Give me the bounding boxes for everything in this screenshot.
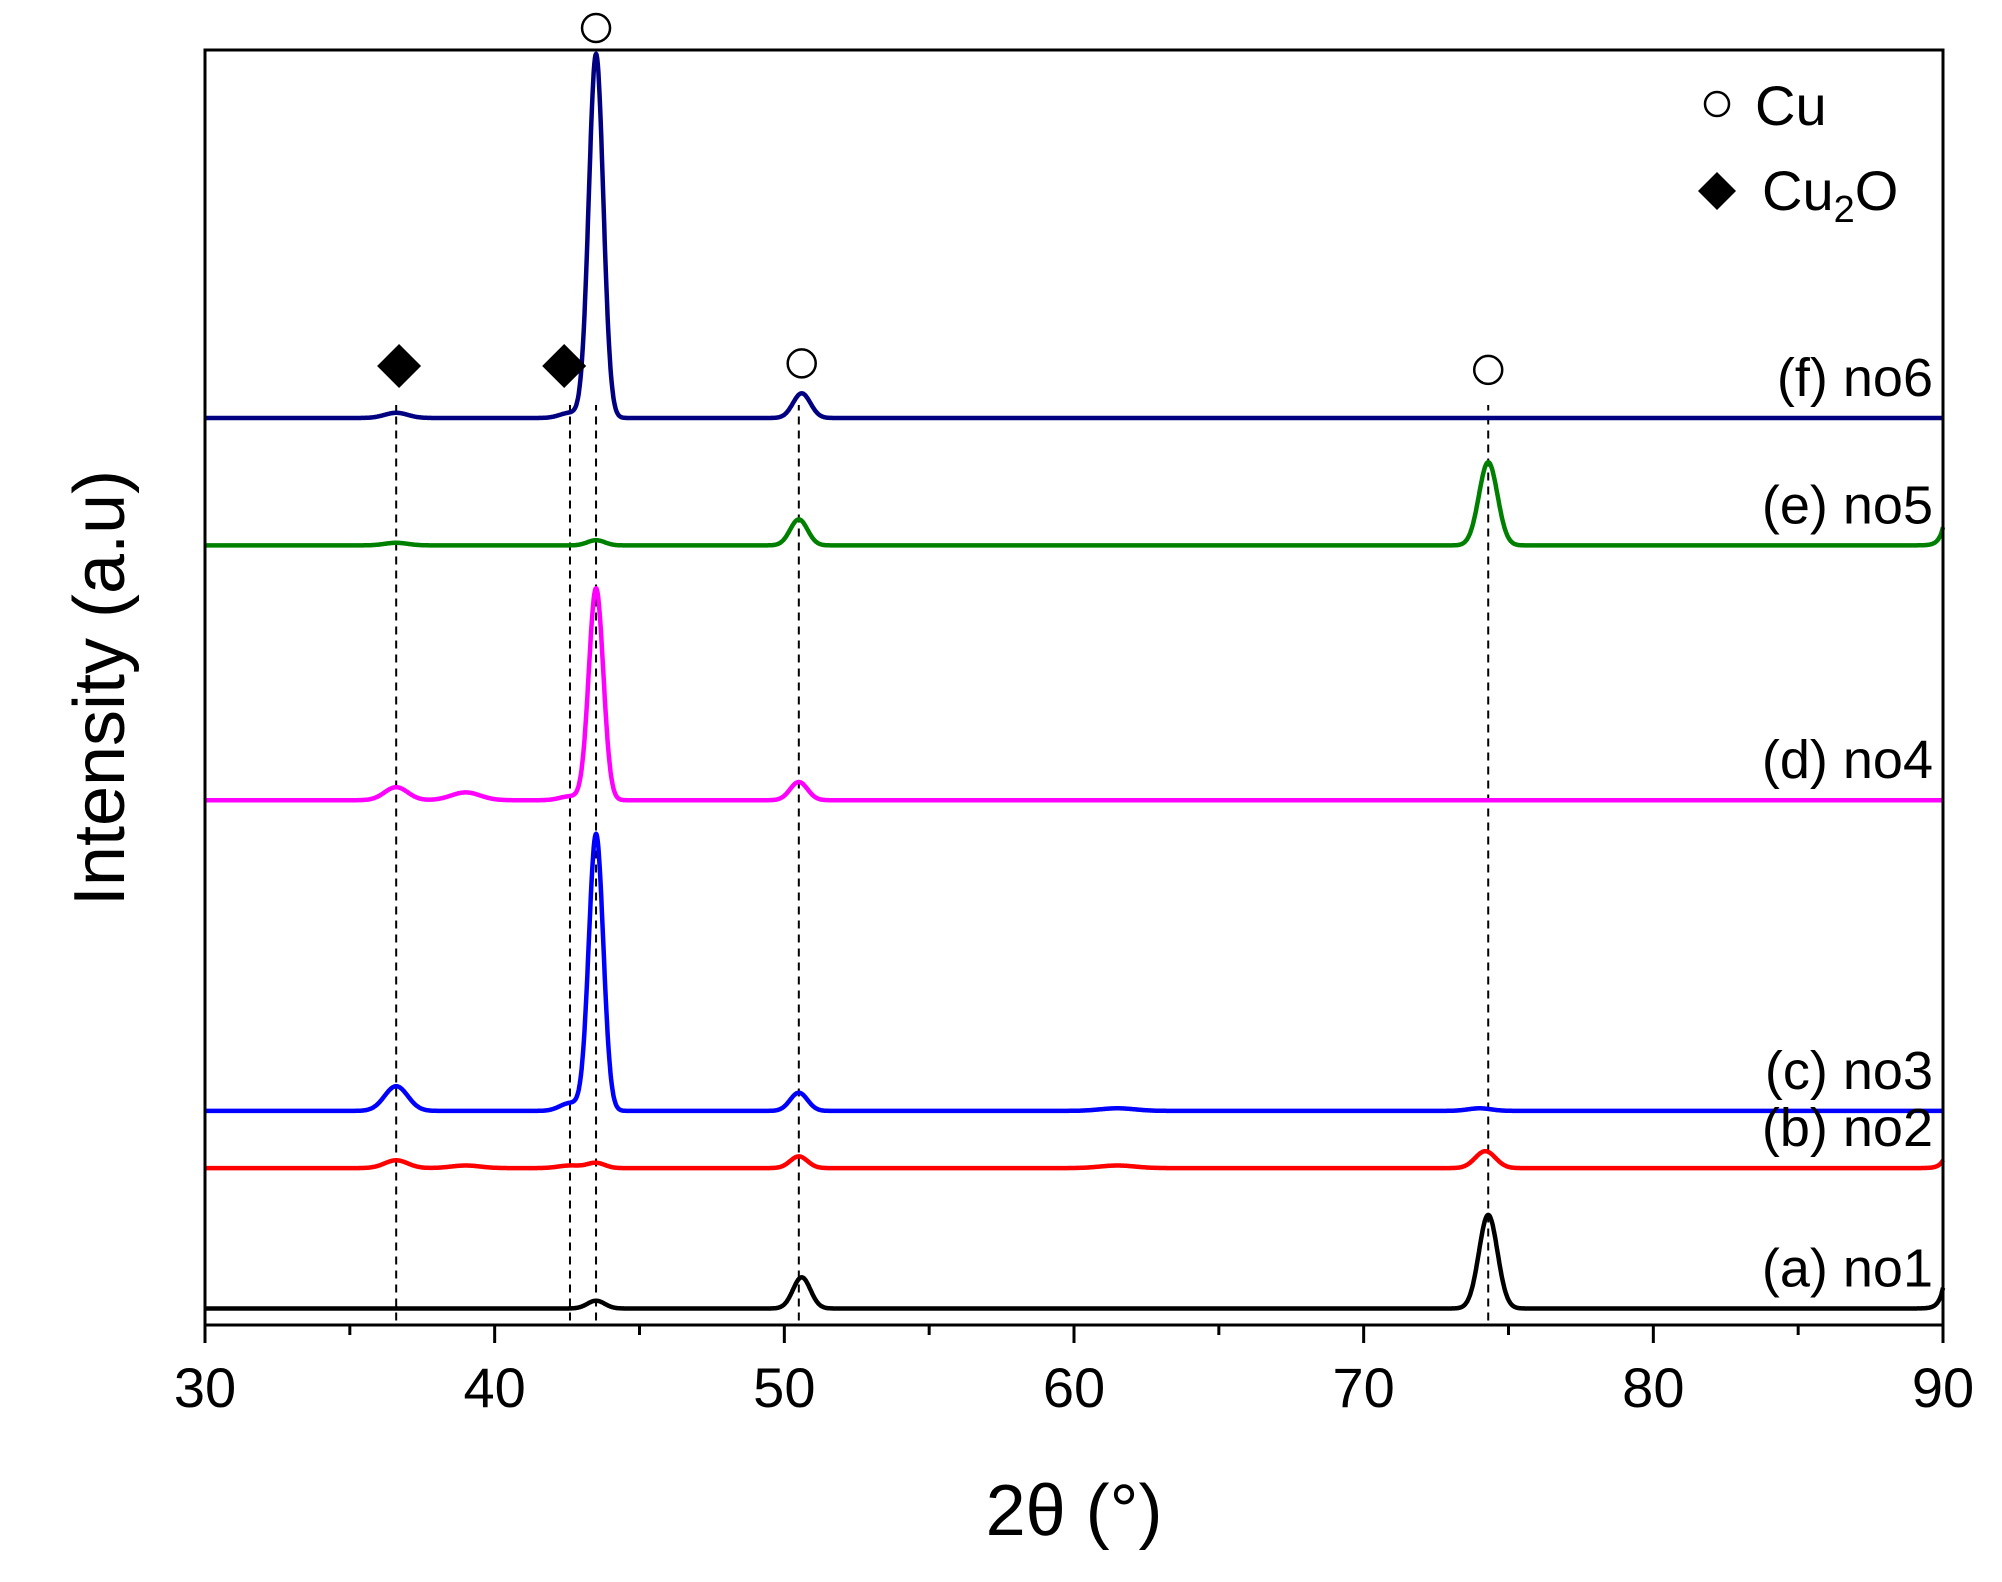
cu2o-marker (542, 344, 587, 388)
y-axis-label: Intensity (a.u) (60, 470, 140, 906)
legend-cu-label: Cu (1755, 74, 1827, 137)
legend: Cu Cu2O (1698, 74, 1898, 231)
series-layer (203, 51, 1946, 1311)
x-tick-label: 40 (464, 1356, 526, 1419)
series-labels: (a) no1 (b) no2(c) no3 (d) no4 (e) no5 (f) n… (1762, 348, 1933, 1299)
cu-marker (580, 12, 612, 44)
legend-cu2o-sub: 2 (1834, 189, 1855, 231)
legend-cu2o-tail: O (1855, 159, 1899, 222)
legend-cu2o-main: Cu (1762, 159, 1834, 222)
cu-marker (1472, 354, 1504, 386)
series-label: (a) no1 (1762, 1239, 1933, 1299)
series-line (203, 1148, 1945, 1171)
cu-marker (786, 348, 817, 379)
legend-cu-marker (1703, 90, 1731, 118)
x-axis-ticks: 30 40 50 60 70 80 90 (174, 1325, 1974, 1419)
peak-markers (377, 12, 1504, 388)
x-axis-label: 2θ (°) (986, 1471, 1163, 1551)
series-label: (b) no2 (1762, 1098, 1933, 1158)
legend-cu2o-label: Cu2O (1762, 159, 1898, 231)
x-tick-label: 50 (753, 1356, 815, 1419)
series-line (203, 831, 1945, 1114)
series-line (203, 585, 1945, 803)
series-line (203, 51, 1945, 421)
legend-cu2o-marker (1698, 172, 1736, 210)
series-line (203, 1212, 1946, 1311)
x-tick-label: 60 (1043, 1356, 1105, 1419)
plot-frame (203, 48, 1945, 1327)
series-label: (f) no6 (1777, 348, 1933, 408)
x-tick-label: 30 (174, 1356, 236, 1419)
x-tick-label: 70 (1333, 1356, 1395, 1419)
series-label: (e) no5 (1762, 475, 1933, 535)
cu2o-marker (377, 344, 422, 388)
series-label: (d) no4 (1762, 730, 1933, 790)
series-label: (c) no3 (1765, 1041, 1933, 1101)
x-tick-label: 80 (1622, 1356, 1684, 1419)
series-line (203, 459, 1946, 548)
x-tick-label: 90 (1912, 1356, 1974, 1419)
reference-lines (395, 405, 1490, 1321)
